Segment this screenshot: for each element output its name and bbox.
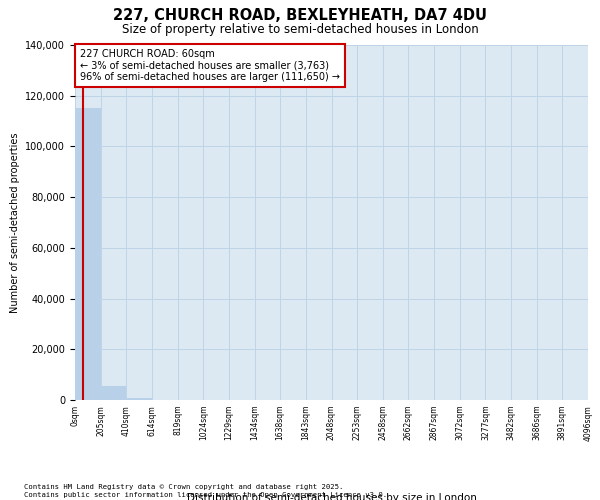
Bar	[75, 108, 101, 400]
X-axis label: Distribution of semi-detached houses by size in London: Distribution of semi-detached houses by …	[187, 494, 476, 500]
Y-axis label: Number of semi-detached properties: Number of semi-detached properties	[10, 132, 20, 313]
Text: 227 CHURCH ROAD: 60sqm
← 3% of semi-detached houses are smaller (3,763)
96% of s: 227 CHURCH ROAD: 60sqm ← 3% of semi-deta…	[80, 48, 340, 82]
Bar	[127, 398, 152, 400]
Text: Size of property relative to semi-detached houses in London: Size of property relative to semi-detach…	[122, 22, 478, 36]
Bar	[101, 386, 127, 400]
Text: Contains HM Land Registry data © Crown copyright and database right 2025.
Contai: Contains HM Land Registry data © Crown c…	[24, 484, 387, 498]
Text: 227, CHURCH ROAD, BEXLEYHEATH, DA7 4DU: 227, CHURCH ROAD, BEXLEYHEATH, DA7 4DU	[113, 8, 487, 22]
